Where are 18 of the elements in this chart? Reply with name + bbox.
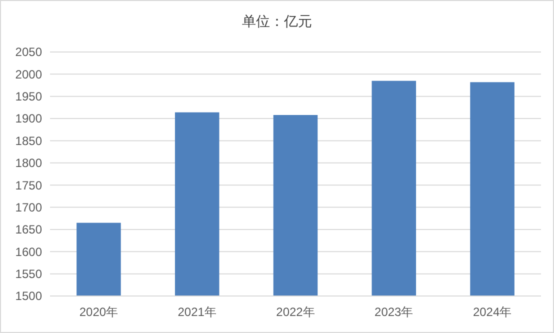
x-tick-label: 2022年 xyxy=(276,305,315,319)
y-tick-label: 1700 xyxy=(15,200,42,214)
y-tick-label: 1900 xyxy=(15,112,42,126)
y-tick-label: 1650 xyxy=(15,222,42,237)
y-tick-label: 1800 xyxy=(15,156,42,170)
y-tick-label: 1500 xyxy=(15,289,42,304)
chart-title: 单位：亿元 xyxy=(242,13,312,29)
y-tick-label: 2000 xyxy=(15,67,42,82)
y-tick-label: 1750 xyxy=(15,178,42,192)
x-tick-label: 2020年 xyxy=(79,305,118,319)
y-tick-label: 1550 xyxy=(15,267,42,282)
y-tick-label: 1850 xyxy=(15,134,42,148)
y-tick-label: 1600 xyxy=(15,244,42,259)
x-tick-label: 2021年 xyxy=(178,305,216,319)
y-tick-label: 2050 xyxy=(15,45,42,60)
x-tick-label: 2024年 xyxy=(472,305,512,319)
x-tick-label: 2023年 xyxy=(374,305,414,319)
y-tick-label: 1950 xyxy=(15,90,42,104)
